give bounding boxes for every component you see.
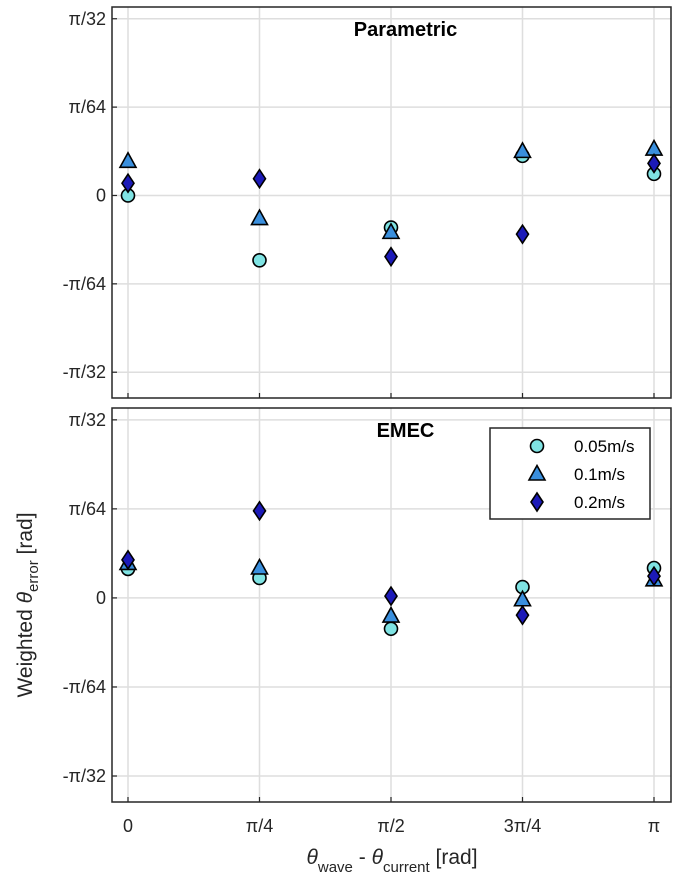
data-point-diamond xyxy=(121,549,135,571)
legend-box xyxy=(489,427,651,520)
x-tick-label: π/4 xyxy=(246,816,273,836)
y-tick-label: -π/64 xyxy=(63,274,106,294)
panel-parametric: π/32 π/64 0 -π/64 -π/32 Parametric xyxy=(63,6,672,399)
y-tick-label: π/64 xyxy=(69,499,106,519)
legend-label: 0.05m/s xyxy=(574,437,634,456)
data-point-diamond xyxy=(384,246,398,268)
y-tick-label: π/32 xyxy=(69,9,106,29)
y-tick-label: π/64 xyxy=(69,97,106,117)
y-tick-label: -π/32 xyxy=(63,362,106,382)
data-point-diamond xyxy=(647,565,661,587)
data-point-diamond xyxy=(252,168,267,190)
data-point-diamond xyxy=(252,500,267,522)
legend-marker-triangle xyxy=(527,463,547,481)
data-point-triangle xyxy=(250,557,269,575)
data-point-diamond xyxy=(647,152,661,174)
y-tick-label: 0 xyxy=(96,185,106,205)
y-tick-label: 0 xyxy=(96,588,106,608)
data-point-circle xyxy=(252,252,267,268)
data-point-triangle xyxy=(513,141,532,159)
data-point-triangle xyxy=(381,222,401,240)
x-axis-label: θwave - θcurrent [rad] xyxy=(306,846,477,876)
legend-label: 0.2m/s xyxy=(574,493,625,512)
data-point-circle xyxy=(383,621,399,637)
y-tick-label: -π/64 xyxy=(63,677,106,697)
x-tick-label: π xyxy=(648,816,660,836)
panel-emec: π/32 π/64 0 -π/64 -π/32 0 π/4 π/2 3π/4 π EMEC 0.05m… xyxy=(63,407,672,836)
panel-title: EMEC xyxy=(377,420,435,442)
data-point-diamond xyxy=(515,223,530,245)
x-tick-label: π/2 xyxy=(377,816,404,836)
legend-label: 0.1m/s xyxy=(574,465,625,484)
data-point-diamond xyxy=(121,172,135,194)
y-axis-label: Weighted θerror [rad] xyxy=(14,512,42,697)
data-point-triangle xyxy=(381,605,401,623)
panel-title: Parametric xyxy=(354,19,457,41)
data-point-triangle xyxy=(118,151,138,169)
data-point-diamond xyxy=(384,585,398,607)
legend-marker-diamond xyxy=(530,491,544,513)
y-tick-label: π/32 xyxy=(69,410,106,430)
data-point-diamond xyxy=(515,604,530,626)
axes-frame xyxy=(111,407,672,803)
legend-marker-circle xyxy=(529,438,545,454)
x-tick-label: 3π/4 xyxy=(504,816,541,836)
x-tick-label: 0 xyxy=(123,816,133,836)
data-point-triangle xyxy=(250,208,269,226)
y-tick-label: -π/32 xyxy=(63,766,106,786)
axes-frame xyxy=(111,6,672,399)
